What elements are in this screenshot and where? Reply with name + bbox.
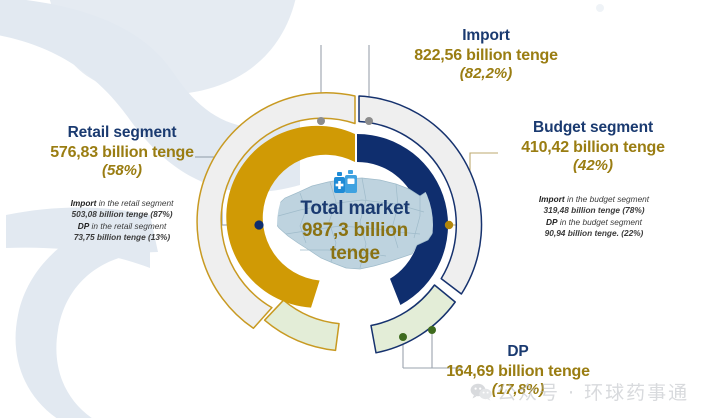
budget-detail-1: 319,48 billion tenge (78%) [543, 205, 645, 216]
budget-detail: Import in the budget segment 319,48 bill… [492, 194, 696, 240]
budget-detail-0-bold: Import [538, 194, 565, 204]
retail-detail-3: 73,75 billion tenge (13%) [73, 232, 171, 243]
import-callout: Import 822,56 billion tenge (82,2%) [388, 27, 584, 84]
center-line-1: Total market [300, 198, 410, 219]
center-label: Total market 987,3 billion tenge [265, 198, 445, 266]
inner-ring-retail [226, 125, 355, 308]
retail-detail-0-bold: Import [70, 198, 97, 208]
retail-detail-0-rest: in the retail segment [96, 198, 174, 208]
budget-percent: (42%) [572, 157, 613, 175]
inner-ring-budget [357, 134, 449, 305]
dp-title: DP [507, 343, 529, 360]
outer-ring-budget-dp [370, 284, 456, 354]
retail-callout: Retail segment 576,83 billion tenge (58%… [14, 124, 230, 181]
retail-title: Retail segment [67, 124, 177, 141]
retail-value: 576,83 billion tenge [50, 143, 194, 161]
outer-ring-retail-import [196, 91, 356, 330]
outer-ring-retail-dp [263, 299, 340, 352]
budget-detail-3: 90,94 billion tenge. (22%) [544, 228, 644, 239]
retail-detail-2-rest: in the retail segment [89, 220, 167, 231]
dp-percent: (17,8%) [491, 381, 545, 399]
budget-detail-0-rest: in the budget segment [564, 194, 650, 204]
import-retail-anchor-dot [317, 117, 325, 125]
outer-ring-budget-import [358, 95, 483, 295]
budget-detail-2-bold: DP [546, 216, 558, 227]
watermark: 公众号 · 环球药事通 [470, 378, 689, 405]
retail-detail-2-bold: DP [77, 220, 90, 231]
budget-value: 410,42 billion tenge [521, 138, 665, 156]
center-line-3: tenge [330, 243, 380, 265]
import-title: Import [462, 27, 510, 44]
dp-budget-anchor-dot [428, 326, 436, 334]
dp-retail-anchor-dot [399, 333, 407, 341]
budget-title: Budget segment [532, 119, 654, 136]
import-budget-anchor-dot [365, 117, 373, 125]
import-percent: (82,2%) [459, 65, 513, 83]
import-value: 822,56 billion tenge [414, 46, 558, 64]
retail-percent: (58%) [101, 162, 142, 180]
retail-detail: Import in the retail segment 503,08 bill… [18, 198, 226, 244]
retail-detail-1: 503,08 billion tenge (87%) [71, 209, 173, 220]
retail-anchor-dot [254, 220, 264, 230]
dp-callout: DP 164,69 billion tenge (17,8%) [420, 343, 616, 400]
wechat-icon [470, 383, 492, 401]
watermark-text: 公众号 · 环球药事通 [497, 382, 690, 404]
budget-callout: Budget segment 410,42 billion tenge (42%… [488, 119, 698, 176]
medicine-bottles-icon [334, 170, 357, 193]
center-line-2: 987,3 billion [301, 220, 409, 242]
dp-value: 164,69 billion tenge [446, 362, 590, 380]
budget-detail-2-rest: in the budget segment [557, 216, 642, 227]
budget-anchor-dot [444, 220, 454, 230]
